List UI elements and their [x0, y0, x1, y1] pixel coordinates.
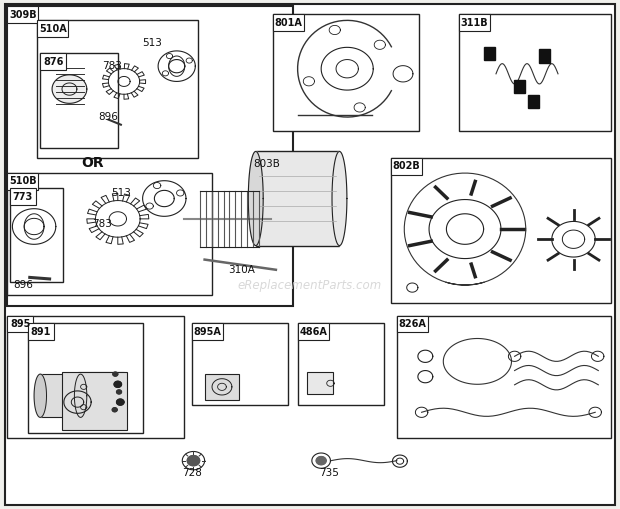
- Bar: [391, 158, 611, 303]
- Bar: [78, 372, 124, 420]
- Text: 310A: 310A: [228, 265, 255, 275]
- Text: 735: 735: [319, 468, 339, 478]
- Bar: [255, 152, 340, 246]
- Polygon shape: [74, 374, 87, 417]
- Bar: [528, 95, 539, 108]
- Bar: [397, 316, 611, 438]
- Text: 311B: 311B: [461, 18, 488, 27]
- Bar: [397, 316, 428, 332]
- Bar: [307, 372, 333, 394]
- Bar: [539, 49, 550, 63]
- Text: 513: 513: [142, 38, 162, 48]
- Polygon shape: [187, 456, 200, 466]
- Bar: [37, 20, 68, 37]
- Bar: [192, 323, 223, 340]
- Bar: [7, 316, 33, 332]
- Polygon shape: [114, 381, 122, 387]
- Text: 728: 728: [182, 468, 202, 478]
- Polygon shape: [34, 374, 46, 417]
- Bar: [205, 374, 239, 400]
- Bar: [40, 53, 66, 70]
- Bar: [40, 53, 118, 148]
- Text: 803B: 803B: [253, 159, 280, 169]
- Text: OR: OR: [82, 156, 104, 170]
- Text: 802B: 802B: [392, 161, 420, 171]
- Text: 896: 896: [99, 112, 118, 122]
- Text: 801A: 801A: [275, 18, 302, 27]
- Text: 309B: 309B: [9, 10, 37, 19]
- Bar: [459, 14, 611, 131]
- Text: 773: 773: [13, 192, 33, 202]
- Bar: [298, 323, 384, 405]
- Bar: [10, 188, 36, 205]
- Bar: [28, 323, 54, 340]
- Text: 891: 891: [31, 327, 51, 336]
- Text: 895A: 895A: [194, 327, 221, 336]
- Bar: [37, 20, 198, 158]
- Bar: [10, 188, 63, 282]
- Bar: [28, 323, 143, 433]
- Text: 876: 876: [43, 57, 63, 67]
- Bar: [7, 173, 212, 295]
- Text: 486A: 486A: [299, 327, 327, 336]
- Polygon shape: [112, 408, 117, 412]
- Text: eReplacementParts.com: eReplacementParts.com: [238, 278, 382, 292]
- Polygon shape: [117, 390, 122, 394]
- Bar: [484, 47, 495, 60]
- Text: 783: 783: [92, 219, 112, 229]
- Bar: [298, 323, 329, 340]
- Polygon shape: [332, 152, 347, 245]
- Text: 513: 513: [111, 188, 131, 199]
- Text: 510A: 510A: [39, 24, 66, 34]
- Polygon shape: [316, 457, 326, 465]
- Text: 826A: 826A: [399, 319, 426, 329]
- Bar: [7, 316, 184, 438]
- Polygon shape: [249, 152, 263, 245]
- Text: 783: 783: [102, 61, 122, 71]
- Bar: [192, 323, 288, 405]
- Bar: [391, 158, 422, 175]
- Bar: [62, 372, 127, 430]
- Polygon shape: [113, 372, 118, 376]
- Polygon shape: [52, 75, 87, 103]
- Bar: [7, 6, 38, 23]
- Bar: [40, 374, 81, 417]
- Bar: [459, 14, 490, 31]
- Text: 510B: 510B: [9, 177, 37, 186]
- Text: 895: 895: [11, 319, 30, 329]
- Bar: [7, 173, 38, 190]
- Bar: [7, 6, 293, 306]
- Bar: [514, 80, 525, 93]
- Bar: [273, 14, 418, 131]
- Polygon shape: [117, 399, 124, 405]
- Text: 896: 896: [14, 280, 33, 290]
- Bar: [273, 14, 304, 31]
